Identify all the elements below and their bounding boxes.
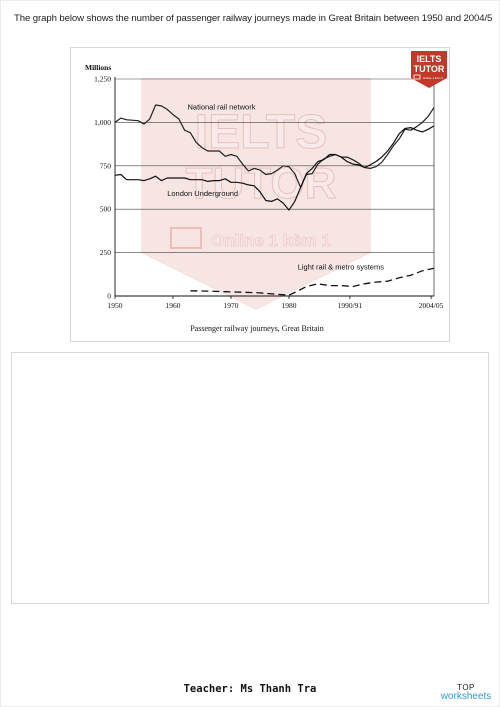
badge-line-3: Online 1 kèm 1 — [423, 76, 444, 80]
badge-line-2: TUTOR — [414, 64, 445, 74]
watermark-shield-shape — [141, 78, 371, 310]
series-line-1 — [114, 125, 435, 211]
watermark-text-1: IELTS — [195, 106, 327, 159]
topworksheets-logo-top: TOP — [457, 683, 475, 692]
teacher-credit: Teacher: Ms Thanh Tra — [183, 683, 317, 695]
y-axis-title: Millions — [85, 63, 111, 72]
y-tick-label: 0 — [107, 292, 111, 301]
series-line-2 — [190, 267, 435, 296]
y-tick-label: 500 — [100, 205, 112, 214]
x-tick-label: 1970 — [224, 301, 239, 310]
y-tick-label: 750 — [100, 161, 112, 170]
x-tick-label: 1980 — [282, 301, 297, 310]
series-label-0: National rail network — [188, 102, 256, 111]
series-lines — [114, 104, 435, 296]
answer-box[interactable] — [11, 352, 489, 604]
y-tick-label: 1,000 — [94, 118, 111, 127]
y-tick-label: 250 — [100, 248, 112, 257]
x-tick-label: 1990/91 — [338, 301, 363, 310]
series-label-1: London Underground — [167, 189, 238, 198]
y-tick-label: 1,250 — [94, 75, 111, 84]
watermark-text-group: IELTS TUTOR Online 1 kèm 1 — [170, 106, 337, 250]
watermark-text-3: Online 1 kèm 1 — [211, 231, 331, 250]
series-label-2: Light rail & metro systems — [298, 263, 385, 272]
chart-image: IELTS TUTOR Online 1 kèm 1 0 250 500 750 1,0… — [70, 47, 450, 342]
ielts-tutor-badge: IELTS TUTOR Online 1 kèm 1 — [411, 51, 447, 88]
railway-journeys-chart: IELTS TUTOR Online 1 kèm 1 0 250 500 750 1,0… — [85, 51, 447, 333]
gridlines — [115, 78, 434, 253]
badge-line-1: IELTS — [417, 54, 442, 64]
series-line-0 — [114, 104, 435, 189]
task-heading: The graph below shows the number of pass… — [14, 13, 493, 24]
watermark-text-2: TUTOR — [186, 159, 337, 208]
topworksheets-logo[interactable]: TOP worksheets — [436, 683, 496, 702]
badge-laptop-icon — [413, 74, 421, 80]
topworksheets-logo-bottom: worksheets — [440, 691, 492, 702]
chart-caption: Passenger railway journeys, Great Britai… — [190, 324, 324, 333]
watermark — [141, 78, 371, 310]
x-tick-label: 1960 — [166, 301, 181, 310]
x-tick-label: 2004/05 — [419, 301, 444, 310]
axes: 0 250 500 750 1,000 1,250 1950 1960 1970 1980 1990… — [94, 75, 444, 311]
series-labels: National rail network London Underground L… — [167, 102, 384, 271]
x-tick-label: 1950 — [108, 301, 123, 310]
watermark-laptop-icon — [170, 227, 202, 249]
